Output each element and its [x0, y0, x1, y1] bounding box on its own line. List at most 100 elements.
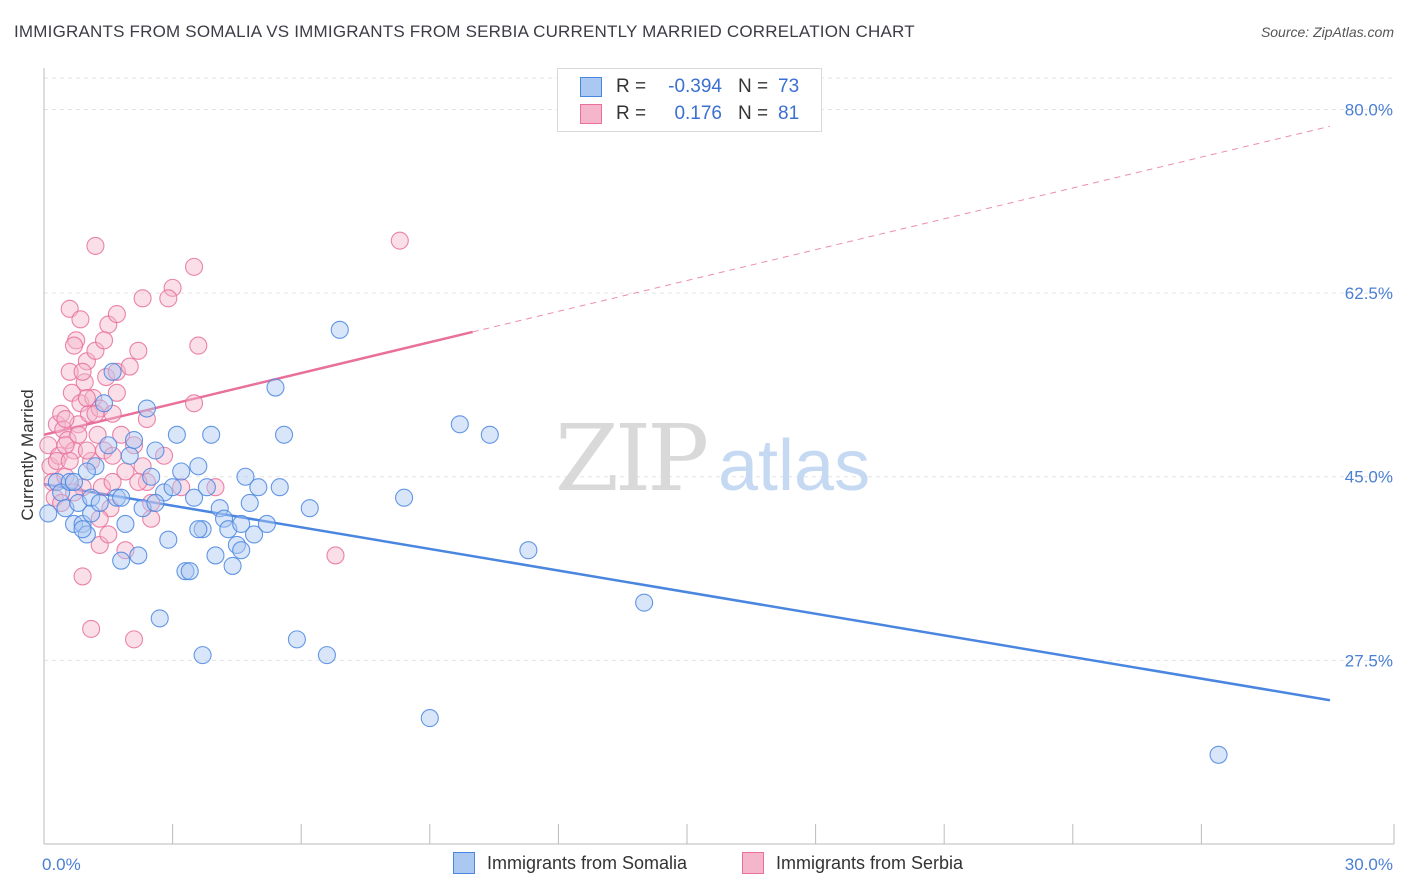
data-point	[107, 305, 126, 324]
series-somalia	[39, 320, 1228, 764]
data-point	[90, 509, 109, 528]
data-point	[206, 546, 225, 565]
data-point	[124, 436, 144, 455]
data-point	[124, 430, 144, 450]
y-tick-label: 80.0%	[1345, 100, 1393, 119]
legend-row-somalia: R = -0.394 N = 73	[580, 75, 799, 99]
y-tick-label: 45.0%	[1345, 468, 1393, 487]
data-point	[1209, 745, 1228, 764]
data-point	[82, 488, 101, 507]
data-point	[240, 493, 259, 513]
data-point	[210, 499, 229, 518]
data-point	[184, 488, 204, 507]
data-point	[107, 383, 126, 402]
data-point	[60, 451, 79, 471]
trend-line	[43, 482, 1331, 702]
data-point	[326, 546, 345, 565]
data-point	[47, 451, 66, 471]
legend-label-serbia: Immigrants from Serbia	[776, 852, 964, 873]
data-point	[519, 541, 538, 560]
data-point	[154, 446, 174, 465]
data-point	[480, 425, 499, 444]
data-point	[395, 488, 414, 507]
data-point	[167, 425, 186, 444]
y-tick-label: 62.5%	[1345, 284, 1393, 303]
watermark-zip: ZIP	[555, 405, 706, 512]
data-point	[73, 362, 92, 381]
data-point	[146, 441, 165, 460]
data-point	[120, 446, 139, 465]
data-point	[287, 630, 306, 649]
data-point	[124, 630, 144, 649]
legend-item-serbia[interactable]: Immigrants from Serbia	[742, 852, 963, 874]
data-point	[86, 236, 105, 255]
data-point	[176, 562, 195, 581]
data-point	[112, 488, 131, 507]
data-point	[244, 525, 264, 544]
data-point	[99, 525, 118, 544]
trend-line	[43, 330, 473, 436]
legend-item-somalia[interactable]: Immigrants from Somalia	[453, 852, 687, 874]
data-point	[180, 562, 199, 581]
data-point	[163, 478, 182, 497]
tick-labels: 27.5% 45.0% 62.5% 80.0% 0.0% 30.0%	[42, 100, 1393, 874]
data-point	[94, 331, 114, 350]
n-label: N =	[738, 76, 769, 97]
r-label: R =	[616, 76, 647, 97]
r-value: -0.394	[668, 76, 722, 97]
data-point	[142, 493, 161, 513]
data-point	[193, 520, 212, 539]
y-tick-label: 27.5%	[1345, 651, 1393, 670]
data-point	[60, 472, 79, 492]
r-value: 0.176	[674, 103, 722, 124]
data-point	[163, 278, 182, 297]
data-point	[77, 388, 96, 408]
serbia-swatch	[580, 104, 602, 124]
data-point	[189, 336, 208, 355]
data-point	[159, 530, 178, 549]
somalia-swatch	[453, 852, 475, 874]
data-point	[103, 362, 122, 381]
data-point	[236, 467, 255, 486]
x-tick-label-start: 0.0%	[42, 855, 81, 874]
data-point	[193, 646, 212, 665]
series-serbia	[39, 231, 409, 649]
n-label: N =	[738, 103, 769, 124]
somalia-swatch	[580, 77, 602, 97]
data-point	[146, 493, 165, 513]
y-axis-label: Currently Married	[18, 389, 37, 520]
watermark-atlas: atlas	[718, 426, 870, 506]
data-point	[73, 567, 92, 586]
watermark: ZIP atlas	[555, 405, 870, 512]
data-point	[317, 646, 336, 665]
data-point	[214, 509, 234, 528]
data-point	[86, 457, 105, 476]
data-point	[450, 415, 469, 434]
data-point	[133, 289, 152, 308]
data-point	[390, 231, 409, 250]
data-point	[60, 362, 79, 381]
data-point	[266, 378, 285, 397]
data-point	[232, 514, 251, 534]
data-point	[275, 425, 294, 444]
data-point	[107, 488, 126, 507]
trend-line	[472, 125, 1331, 333]
data-point	[129, 341, 148, 360]
data-point	[112, 551, 131, 570]
n-value: 81	[778, 103, 800, 124]
data-point	[197, 478, 216, 497]
data-point	[330, 320, 349, 339]
data-point	[90, 493, 109, 513]
axes	[43, 68, 1395, 845]
data-point	[223, 556, 242, 575]
serbia-swatch	[742, 852, 764, 874]
data-point	[189, 457, 208, 476]
data-point	[82, 619, 101, 638]
data-point	[73, 520, 92, 539]
data-point	[77, 441, 96, 460]
data-point	[64, 336, 84, 355]
r-label: R =	[616, 103, 647, 124]
source-credit: Source: ZipAtlas.com	[1260, 24, 1394, 40]
data-point	[71, 310, 90, 329]
